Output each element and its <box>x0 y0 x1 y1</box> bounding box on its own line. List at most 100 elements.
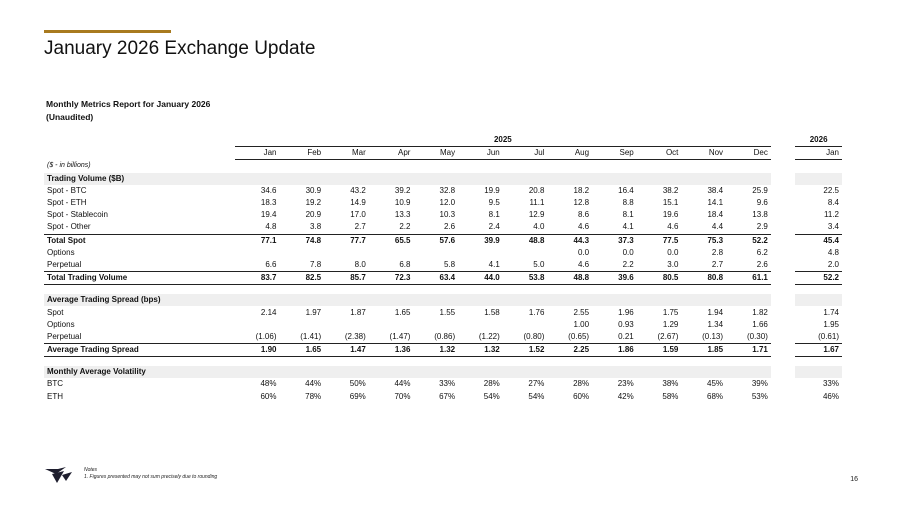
value-cell: 1.55 <box>439 307 456 317</box>
value-cell <box>503 247 548 259</box>
shaded-cell <box>458 172 503 185</box>
value-cell-2026: 22.5 <box>823 185 839 195</box>
value-cell: 38% <box>662 379 679 389</box>
value-cell <box>413 247 458 259</box>
value-cell: 32.8 <box>439 185 456 195</box>
value-cell: 60% <box>260 391 277 401</box>
table-row: Average Trading Spread 1.90 1.65 1.47 1.36 1.… <box>44 342 842 358</box>
column-gap <box>771 173 795 185</box>
shaded-cell <box>636 172 682 185</box>
value-cell <box>369 319 414 331</box>
value-cell: 61.1 <box>726 271 771 286</box>
shaded-cell <box>547 294 593 307</box>
note-item: 1. Figures presented may not sum precise… <box>84 474 218 480</box>
value-cell: 15.1 <box>662 198 679 208</box>
value-cell: (0.13) <box>702 331 724 341</box>
value-cell: 12.0 <box>439 198 456 208</box>
value-cell <box>324 319 369 331</box>
value-cell: 33% <box>439 379 456 389</box>
value-cell: 60% <box>573 391 590 401</box>
column-gap <box>771 294 795 306</box>
value-cell-2026: 1.95 <box>823 319 839 329</box>
row-label: Spot - ETH <box>47 198 87 208</box>
shaded-cell <box>368 294 414 307</box>
value-cell: 19.2 <box>305 198 322 208</box>
empty-cell <box>235 160 280 173</box>
value-cell: 4.6 <box>577 259 590 269</box>
column-gap <box>771 134 795 147</box>
report-title: Monthly Metrics Report for January 2026 <box>46 99 211 109</box>
shaded-cell <box>547 172 593 185</box>
value-cell: (0.30) <box>746 331 768 341</box>
shaded-cell <box>502 172 548 185</box>
month-header: Jan <box>234 146 280 161</box>
empty-cell <box>503 160 548 173</box>
value-cell: 12.8 <box>573 198 590 208</box>
units-label: ($ - in billions) <box>47 162 91 170</box>
table-row: Perpetual 6.6 7.8 8.0 6.8 5.8 4.1 5.0 4.6 2.2 3.0 2… <box>44 259 842 272</box>
shaded-cell <box>592 172 637 185</box>
value-cell: (2.38) <box>344 331 366 341</box>
value-cell: 1.86 <box>592 342 637 358</box>
year-2025-header: 2025 <box>234 134 771 148</box>
column-gap <box>771 344 795 357</box>
value-cell: 27% <box>528 379 545 389</box>
shaded-cell <box>681 172 727 185</box>
value-cell: 48.8 <box>502 233 548 247</box>
value-cell: 9.6 <box>756 198 768 208</box>
row-label: Perpetual <box>47 331 82 341</box>
year-header-row: 2025 2026 <box>44 134 842 148</box>
value-cell: 80.8 <box>681 271 727 286</box>
value-cell: 1.75 <box>662 307 679 317</box>
shaded-cell <box>324 294 369 307</box>
table-row: Spot 2.14 1.97 1.87 1.65 1.55 1.58 1.76 2.55 1.96… <box>44 306 842 318</box>
row-label: Perpetual <box>47 259 82 269</box>
row-label: Average Trading Spread <box>44 342 235 358</box>
value-cell: 39.9 <box>458 233 503 247</box>
value-cell: 77.1 <box>234 233 280 247</box>
value-cell: (1.41) <box>300 331 322 341</box>
empty-cell <box>413 160 458 173</box>
value-cell <box>235 247 280 259</box>
column-gap <box>771 221 795 234</box>
value-cell: 1.34 <box>707 319 724 329</box>
value-cell: 2.7 <box>711 259 724 269</box>
table-row: Options 1.00 0.93 1.29 1.34 1.66 1.95 <box>44 319 842 331</box>
table-row: ETH 60% 78% 69% 70% 67% 54% 54% 60% 42% 58% 68% 53% 4… <box>44 391 842 403</box>
value-cell: 14.1 <box>707 198 724 208</box>
value-cell: 10.9 <box>394 198 411 208</box>
year-2026-header: 2026 <box>795 134 842 148</box>
company-logo <box>44 466 74 489</box>
value-cell: 1.76 <box>528 307 545 317</box>
shaded-cell <box>368 366 414 379</box>
value-cell: 3.0 <box>667 259 679 269</box>
value-cell: 72.3 <box>368 271 414 286</box>
value-cell: 1.66 <box>752 319 768 329</box>
value-cell <box>279 247 324 259</box>
value-cell: 69% <box>349 391 366 401</box>
value-cell: 20.8 <box>528 185 545 195</box>
value-cell: 78% <box>305 391 322 401</box>
value-cell: 58% <box>662 391 679 401</box>
empty-cell <box>771 160 795 173</box>
value-cell-2026: 33% <box>822 379 839 389</box>
month-header: Apr <box>368 146 414 161</box>
column-gap <box>771 247 795 259</box>
value-cell: 44% <box>394 379 411 389</box>
value-cell: 1.65 <box>394 307 411 317</box>
shaded-cell <box>636 366 682 379</box>
value-cell: 1.71 <box>726 342 771 358</box>
table-row: Spot - ETH 18.3 19.2 14.9 10.9 12.0 9.5 11.1 12.… <box>44 197 842 209</box>
section-header-row: Average Trading Spread (bps) <box>44 294 842 307</box>
value-cell <box>413 319 458 331</box>
value-cell-2026: 4.8 <box>827 247 839 257</box>
column-gap <box>771 331 795 344</box>
value-cell: 1.47 <box>324 342 369 358</box>
value-cell: (1.22) <box>478 331 500 341</box>
value-cell: 5.8 <box>443 259 456 269</box>
value-cell-2026: 3.4 <box>827 222 839 232</box>
report-header: Monthly Metrics Report for January 2026 … <box>46 98 210 124</box>
value-cell: 4.8 <box>265 222 277 232</box>
value-cell: 37.3 <box>592 233 637 247</box>
value-cell: (0.65) <box>568 331 590 341</box>
